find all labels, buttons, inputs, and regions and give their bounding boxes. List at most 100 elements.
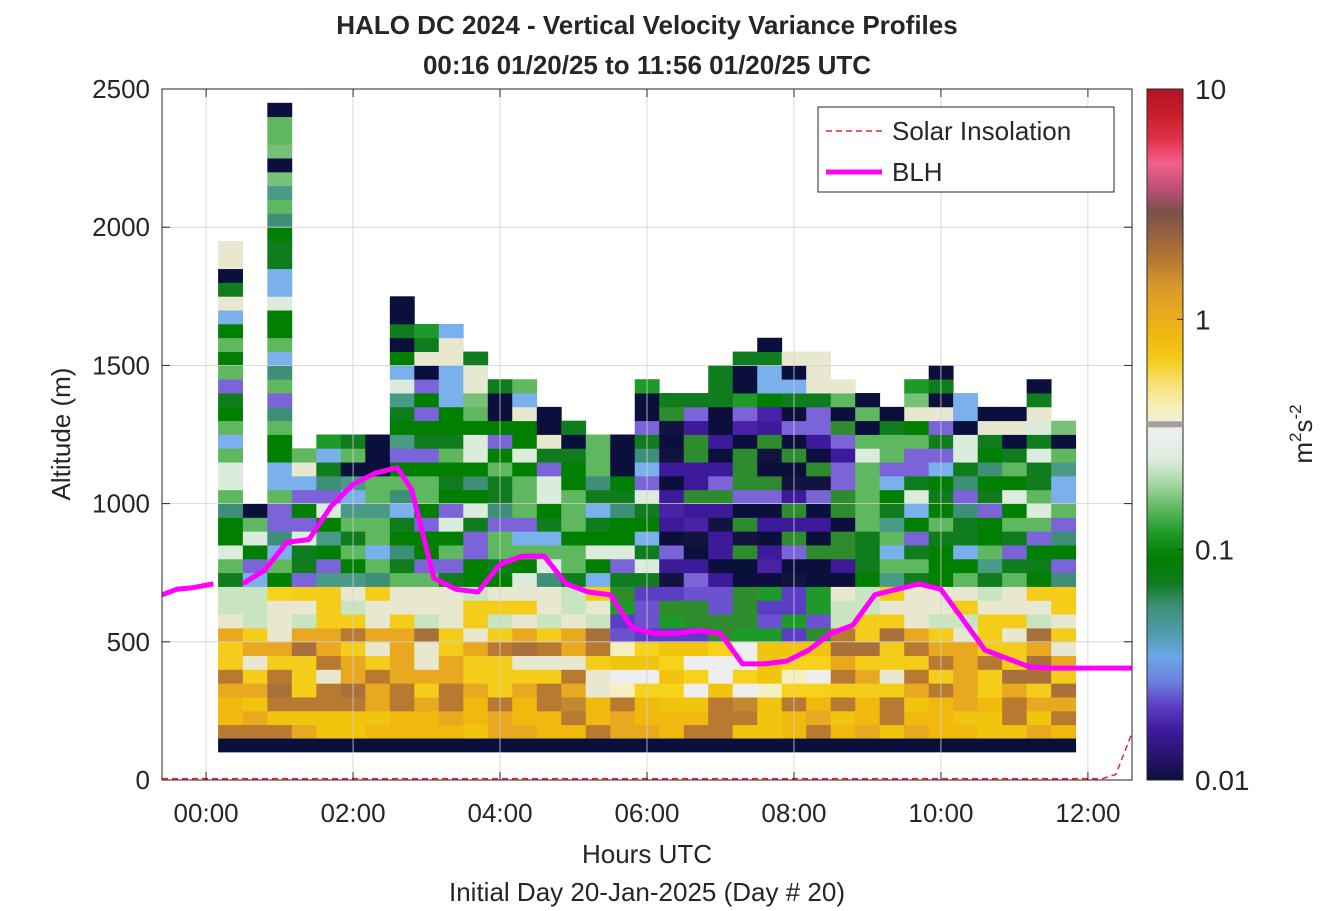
heatmap-cell (757, 710, 783, 726)
heatmap-cell (512, 379, 538, 394)
x-axis-ticks: 00:00 02:00 04:00 06:00 08:00 10:00 12:00 (174, 89, 1120, 828)
heatmap-cell (757, 503, 783, 518)
noise-floor-cell (365, 738, 391, 753)
heatmap-cell (879, 697, 905, 712)
heatmap-cell (414, 379, 440, 394)
heatmap-cell (463, 475, 489, 491)
heatmap-cell (757, 475, 783, 491)
noise-floor-cell (708, 738, 734, 753)
heatmap-cell (414, 448, 440, 463)
heatmap-cell (389, 393, 415, 408)
heatmap-cell (1026, 475, 1052, 491)
heatmap-cell (585, 627, 611, 643)
heatmap-cell (830, 462, 856, 477)
heatmap-cell (414, 365, 440, 380)
heatmap-cell (1026, 434, 1052, 449)
heatmap-cell (1051, 462, 1077, 477)
heatmap-cell (1026, 669, 1052, 684)
heatmap-cell (463, 545, 489, 560)
heatmap-cell (365, 448, 391, 463)
heatmap-cell (1051, 641, 1077, 657)
heatmap-cell (291, 558, 317, 574)
heatmap-cell (561, 669, 587, 684)
legend-label-blh: BLH (892, 157, 943, 187)
heatmap-cell (316, 448, 342, 463)
heatmap-cell (708, 600, 734, 615)
heatmap-cell (536, 434, 562, 449)
heatmap-cell (855, 448, 881, 463)
heatmap-cell (267, 420, 293, 435)
x-tick-label: 06:00 (614, 798, 679, 828)
heatmap-cell (267, 116, 293, 131)
heatmap-cell (389, 683, 415, 698)
heatmap-cell (389, 614, 415, 629)
heatmap-cell (1002, 586, 1028, 601)
heatmap-cell (463, 462, 489, 477)
heatmap-cell (708, 710, 734, 726)
heatmap-cell (879, 600, 905, 615)
heatmap-cell (561, 558, 587, 574)
heatmap-cell (218, 310, 243, 325)
colorbar-marker (1147, 421, 1183, 428)
heatmap-cell (757, 393, 783, 408)
heatmap-cell (904, 434, 930, 449)
heatmap-cell (977, 475, 1003, 491)
heatmap-cell (291, 710, 317, 726)
heatmap-cell (732, 600, 758, 615)
heatmap-cell (218, 254, 243, 270)
heatmap-cell (1002, 627, 1028, 643)
heatmap-cell (512, 586, 538, 601)
heatmap-cell (659, 434, 685, 449)
heatmap-cell (977, 586, 1003, 601)
heatmap-cell (389, 296, 415, 311)
heatmap-cell (242, 710, 268, 726)
y-tick-label: 0 (136, 765, 150, 795)
heatmap-cell (389, 545, 415, 560)
heatmap-cell (267, 365, 293, 380)
heatmap-cell (267, 102, 293, 118)
heatmap-cell (218, 572, 243, 587)
heatmap-cell (659, 710, 685, 726)
heatmap-cell (267, 406, 293, 422)
heatmap-cell (267, 351, 293, 366)
heatmap-cell (855, 462, 881, 477)
heatmap-cell (683, 531, 709, 546)
heatmap-cell (855, 627, 881, 643)
heatmap-cell (1051, 683, 1077, 698)
blh-path (241, 465, 1132, 671)
heatmap-cell (536, 655, 562, 670)
heatmap-cell (708, 434, 734, 449)
heatmap-cell (830, 503, 856, 518)
heatmap-cell (683, 641, 709, 657)
heatmap-cell (757, 627, 783, 643)
heatmap-cell (904, 614, 930, 629)
noise-floor-cell (610, 738, 636, 753)
heatmap-cell (1026, 710, 1052, 726)
heatmap-cell (414, 669, 440, 684)
heatmap-cell (659, 503, 685, 518)
heatmap-cell (585, 683, 611, 698)
heatmap-cell (267, 158, 293, 173)
heatmap-cell (953, 462, 979, 477)
heatmap-cell (830, 475, 856, 491)
heatmap-cell (683, 600, 709, 615)
heatmap-cell (414, 614, 440, 629)
heatmap-cell (536, 531, 562, 546)
heatmap-cell (830, 655, 856, 670)
heatmap-cell (806, 572, 832, 587)
legend: Solar Insolation BLH (817, 106, 1115, 193)
heatmap-cell (610, 710, 636, 726)
heatmap-cell (389, 323, 415, 339)
noise-floor-cell (389, 738, 415, 753)
heatmap-cell (218, 420, 243, 435)
heatmap-cell (561, 434, 587, 449)
heatmap-cell (953, 697, 979, 712)
heatmap-cell (855, 434, 881, 449)
heatmap-cell (242, 724, 268, 739)
heatmap-cell (561, 448, 587, 463)
heatmap-cell (365, 531, 391, 546)
heatmap-cell (830, 531, 856, 546)
heatmap-cell (267, 130, 293, 145)
heatmap-cell (806, 724, 832, 739)
heatmap-cell (414, 641, 440, 657)
